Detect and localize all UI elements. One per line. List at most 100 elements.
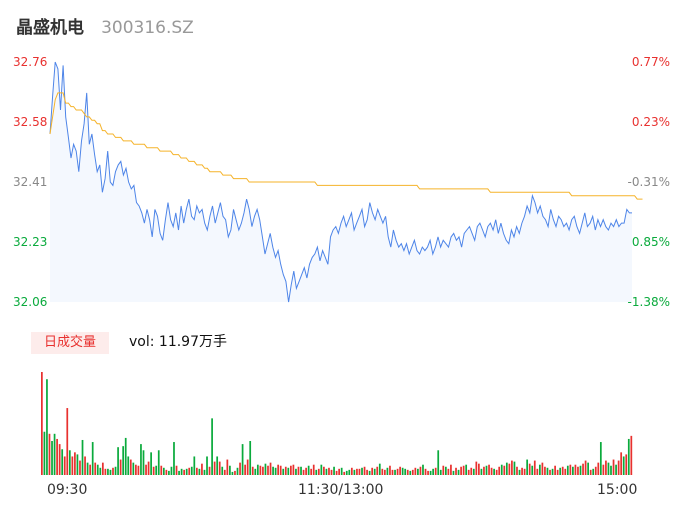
volume-bar	[137, 465, 140, 475]
volume-bar	[470, 467, 473, 475]
volume-bar	[450, 464, 452, 475]
volume-bar	[579, 465, 582, 475]
volume-bar	[107, 468, 109, 475]
volume-bar	[566, 465, 569, 475]
volume-bar	[119, 459, 122, 475]
volume-bar	[259, 465, 262, 475]
volume-bar	[251, 466, 254, 475]
volume-bar	[114, 466, 117, 475]
volume-bar	[495, 469, 498, 475]
price-tick-label: 32.06	[13, 295, 48, 309]
volume-bar	[584, 460, 587, 475]
volume-bar	[185, 468, 188, 475]
price-tick-label: 32.76	[13, 55, 48, 69]
volume-bar	[173, 442, 175, 475]
volume-bar	[612, 459, 615, 475]
volume-bar	[437, 450, 440, 475]
volume-bar	[178, 470, 180, 475]
volume-bar	[605, 460, 607, 475]
volume-bar	[478, 463, 480, 475]
volume-bar	[389, 465, 391, 475]
volume-bar	[432, 468, 435, 475]
percent-tick-label: -0.85%	[627, 235, 670, 249]
volume-bar	[216, 456, 219, 475]
volume-bar	[338, 468, 340, 475]
volume-bar	[447, 468, 450, 475]
volume-bar	[424, 468, 427, 475]
time-label-midday: 11:30/13:00	[298, 482, 384, 498]
volume-bar	[490, 467, 493, 475]
volume-bar	[401, 467, 404, 475]
volume-bar	[328, 467, 330, 475]
volume-bar	[180, 468, 183, 475]
volume-bar	[356, 468, 358, 475]
volume-bar	[455, 467, 457, 475]
volume-bar	[229, 465, 231, 475]
price-tick-label: 32.58	[13, 115, 48, 129]
volume-bar	[378, 463, 381, 475]
volume-bar	[74, 452, 76, 475]
volume-bar	[549, 469, 551, 475]
volume-bar	[68, 450, 71, 475]
price-tick-label: 32.23	[13, 235, 48, 249]
volume-bar	[348, 469, 351, 475]
volume-bar	[434, 467, 437, 475]
volume-bar	[162, 467, 165, 475]
volume-bar	[386, 467, 389, 475]
volume-bar	[561, 466, 564, 475]
volume-bar	[302, 469, 305, 475]
volume-bar	[277, 464, 280, 475]
volume-bar	[409, 470, 412, 475]
volume-bar	[236, 467, 239, 475]
volume-bar	[531, 465, 534, 475]
volume-bar	[99, 467, 102, 475]
volume-bar	[457, 469, 460, 475]
volume-bar	[254, 468, 257, 475]
volume-bar	[467, 469, 470, 475]
volume-bar	[86, 462, 89, 475]
average-price-line	[49, 92, 643, 200]
volume-bar	[475, 461, 478, 475]
volume-bar	[208, 466, 211, 475]
volume-bar	[373, 468, 376, 475]
volume-bar	[81, 439, 84, 475]
volume-bar	[290, 465, 292, 475]
volume-bar	[48, 433, 51, 475]
stock-header: 晶盛机电 300316.SZ	[16, 13, 194, 39]
volume-bar	[124, 437, 127, 475]
volume-bar	[559, 467, 562, 475]
volume-bar	[483, 466, 485, 475]
volume-bar	[71, 456, 74, 475]
volume-bar	[195, 467, 198, 475]
volume-bar	[91, 442, 94, 475]
volume-bar	[343, 471, 346, 475]
volume-bar	[109, 469, 112, 475]
volume-bar	[546, 467, 549, 475]
volume-bar	[61, 449, 64, 475]
volume-bar	[485, 465, 488, 475]
volume-bar	[521, 467, 523, 475]
volume-bar	[267, 465, 269, 475]
volume-bar	[602, 464, 605, 475]
volume-bar	[310, 468, 313, 475]
volume-bar	[274, 467, 277, 475]
volume-bar	[142, 450, 145, 475]
volume-bar	[155, 465, 158, 475]
volume-bar	[523, 468, 526, 475]
volume-bar	[503, 465, 506, 475]
volume-bar	[500, 464, 503, 475]
volume-bar	[508, 463, 511, 475]
volume-bar	[58, 444, 61, 475]
volume-bar	[350, 467, 353, 475]
volume-bar	[127, 456, 130, 475]
volume-bar	[160, 465, 163, 475]
volume-bar	[569, 464, 572, 475]
volume-bar	[96, 464, 99, 475]
daily-volume-tab[interactable]: 日成交量	[31, 332, 109, 354]
volume-bar	[76, 454, 79, 475]
volume-bar	[472, 468, 475, 475]
volume-bar	[533, 460, 536, 475]
volume-bar	[554, 465, 556, 475]
volume-bar	[249, 441, 252, 475]
volume-readout: vol: 11.97万手	[129, 334, 227, 350]
